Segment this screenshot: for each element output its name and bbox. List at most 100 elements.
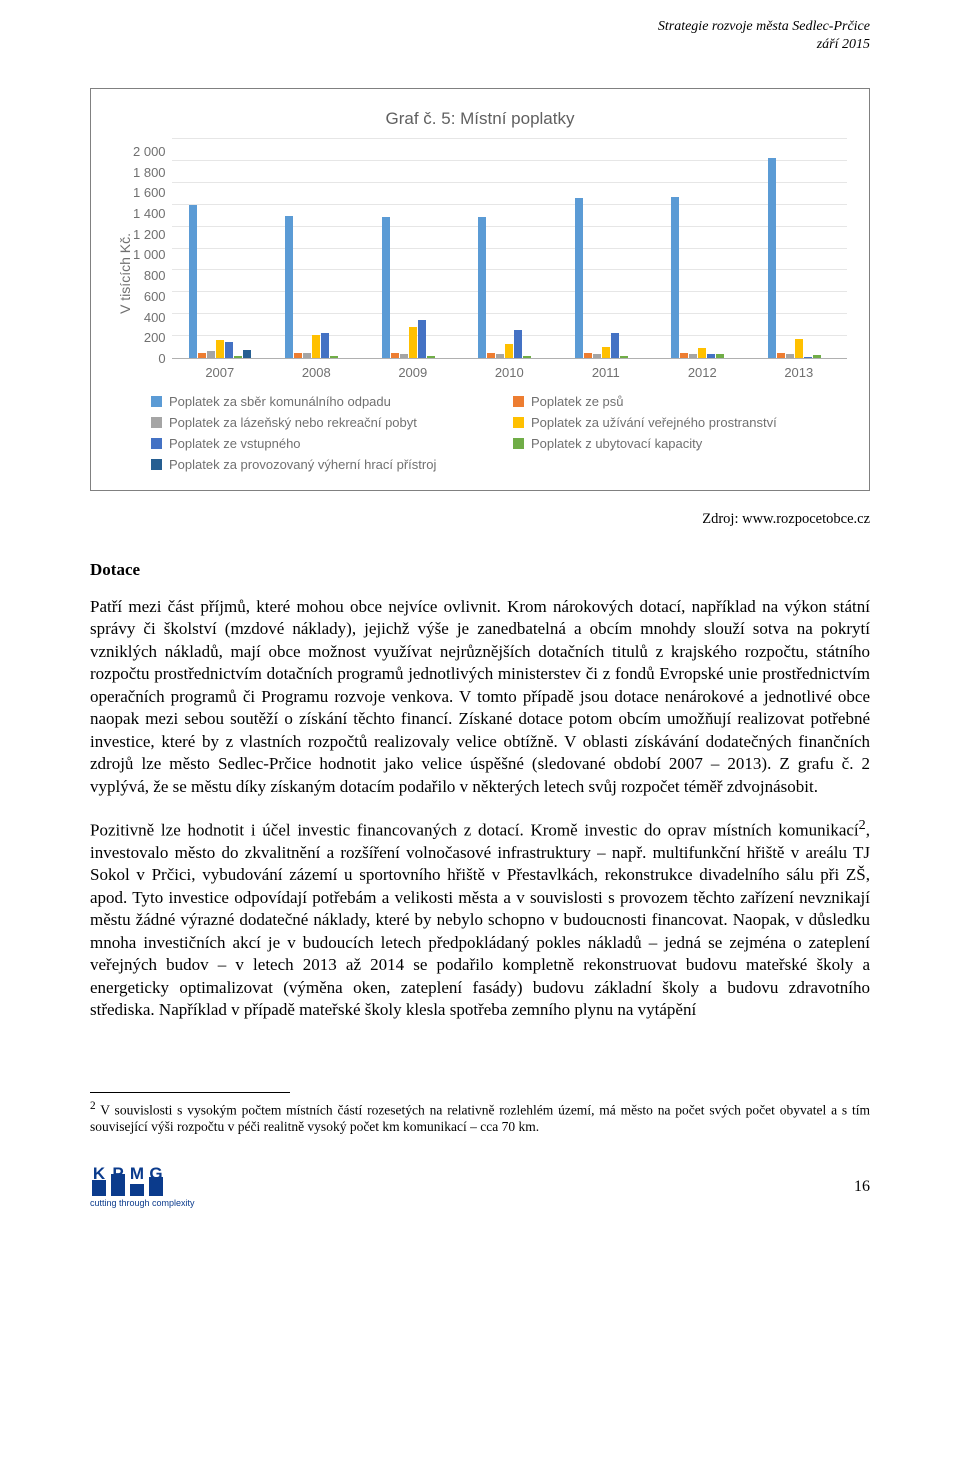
footnote: 2 V souvislosti s vysokým počtem místníc… [90,1099,870,1136]
legend-item: Poplatek za provozovaný výherní hrací př… [151,457,485,472]
bar [243,350,251,358]
bar [312,335,320,358]
x-tick: 2009 [365,365,462,380]
legend-swatch [151,459,162,470]
legend-item: Poplatek ze psů [513,394,847,409]
y-tick: 0 [158,352,165,365]
chart-container: Graf č. 5: Místní poplatky V tisících Kč… [90,88,870,491]
year-group [461,139,558,358]
footnote-text: V souvislosti s vysokým počtem místních … [90,1102,870,1134]
y-tick: 1 000 [133,248,166,261]
y-tick: 800 [144,269,166,282]
legend-label: Poplatek za sběr komunálního odpadu [169,394,391,409]
bar [698,348,706,358]
year-group [172,139,269,358]
bar [680,353,688,358]
kpmg-logo: K P M G cutting through complexity [90,1166,195,1208]
bar [602,347,610,358]
x-labels: 2007200820092010201120122013 [172,365,847,380]
plot-area [172,139,847,359]
para2-post: , investovalo město do zkvalitnění a roz… [90,821,870,1020]
y-tick: 2 000 [133,145,166,158]
bar [523,356,531,358]
x-tick: 2013 [751,365,848,380]
y-axis-label: V tisících Kč. [113,205,133,314]
legend-label: Poplatek ze psů [531,394,624,409]
bar [593,354,601,358]
x-tick: 2010 [461,365,558,380]
bar [813,355,821,358]
footer: K P M G cutting through complexity 16 [90,1166,870,1208]
year-group [365,139,462,358]
legend-swatch [513,417,524,428]
y-tick: 1 400 [133,207,166,220]
bar [689,354,697,358]
bar [487,353,495,358]
y-tick: 1 600 [133,186,166,199]
legend-swatch [151,417,162,428]
x-tick: 2012 [654,365,751,380]
bar [671,197,679,358]
paragraph-2: Pozitivně lze hodnotit i účel investic f… [90,816,870,1022]
bar [285,216,293,358]
legend-item: Poplatek za sběr komunálního odpadu [151,394,485,409]
chart-title: Graf č. 5: Místní poplatky [113,109,847,129]
bar [382,217,390,358]
legend-swatch [513,396,524,407]
x-tick: 2007 [172,365,269,380]
legend-label: Poplatek z ubytovací kapacity [531,436,702,451]
bar [321,333,329,358]
legend-item: Poplatek za užívání veřejného prostranst… [513,415,847,430]
bar [505,344,513,358]
page-number: 16 [854,1178,870,1196]
bar [611,333,619,358]
year-group [654,139,751,358]
bar [234,356,242,358]
bar [418,320,426,358]
bar [777,353,785,358]
header-right: Strategie rozvoje města Sedlec-Prčice zá… [658,18,870,54]
legend-item: Poplatek ze vstupného [151,436,485,451]
year-group [268,139,365,358]
bar [584,353,592,358]
bar [768,158,776,358]
y-tick: 400 [144,311,166,324]
bar [207,351,215,358]
legend-swatch [151,396,162,407]
y-tick: 1 200 [133,228,166,241]
logo-tagline: cutting through complexity [90,1198,195,1208]
bar [303,353,311,358]
legend-item: Poplatek z ubytovací kapacity [513,436,847,451]
bar [575,198,583,358]
bar [294,353,302,358]
legend-label: Poplatek za užívání veřejného prostranst… [531,415,777,430]
legend-swatch [151,438,162,449]
header-title: Strategie rozvoje města Sedlec-Prčice [658,18,870,36]
bar [198,353,206,358]
bar [786,354,794,358]
legend-swatch [513,438,524,449]
legend-label: Poplatek za lázeňský nebo rekreační poby… [169,415,417,430]
bar [620,356,628,358]
chart-source: Zdroj: www.rozpocetobce.cz [90,511,870,528]
bar [216,340,224,358]
bar [707,354,715,358]
legend: Poplatek za sběr komunálního odpadu Popla… [113,394,847,472]
legend-label: Poplatek ze vstupného [169,436,301,451]
bar [514,330,522,358]
bar [409,327,417,358]
bar [795,339,803,358]
para2-pre: Pozitivně lze hodnotit i účel investic f… [90,821,859,840]
bar [478,217,486,358]
x-tick: 2011 [558,365,655,380]
bar [427,356,435,358]
bar [804,357,812,358]
bar [330,356,338,358]
bar [225,342,233,358]
y-tick: 1 800 [133,166,166,179]
bar [189,205,197,358]
y-ticks: 2 0001 8001 6001 4001 2001 0008006004002… [133,139,172,359]
paragraph-1: Patří mezi část příjmů, které mohou obce… [90,596,870,798]
bar [496,354,504,358]
section-heading: Dotace [90,560,870,580]
